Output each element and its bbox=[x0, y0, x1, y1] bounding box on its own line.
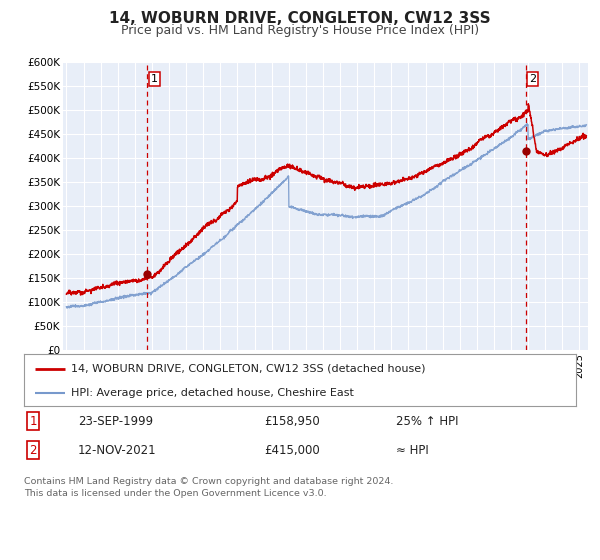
Text: £158,950: £158,950 bbox=[264, 414, 320, 428]
Text: 1: 1 bbox=[151, 73, 158, 83]
Text: Contains HM Land Registry data © Crown copyright and database right 2024.: Contains HM Land Registry data © Crown c… bbox=[24, 477, 394, 486]
Text: 12-NOV-2021: 12-NOV-2021 bbox=[78, 444, 157, 457]
Text: 1: 1 bbox=[29, 414, 37, 428]
Text: This data is licensed under the Open Government Licence v3.0.: This data is licensed under the Open Gov… bbox=[24, 489, 326, 498]
Text: 2: 2 bbox=[529, 73, 536, 83]
Text: 23-SEP-1999: 23-SEP-1999 bbox=[78, 414, 153, 428]
Text: 2: 2 bbox=[29, 444, 37, 457]
Text: 25% ↑ HPI: 25% ↑ HPI bbox=[396, 414, 458, 428]
Text: HPI: Average price, detached house, Cheshire East: HPI: Average price, detached house, Ches… bbox=[71, 388, 354, 398]
Text: £415,000: £415,000 bbox=[264, 444, 320, 457]
Text: 14, WOBURN DRIVE, CONGLETON, CW12 3SS (detached house): 14, WOBURN DRIVE, CONGLETON, CW12 3SS (d… bbox=[71, 364, 425, 374]
Text: ≈ HPI: ≈ HPI bbox=[396, 444, 429, 457]
Text: Price paid vs. HM Land Registry's House Price Index (HPI): Price paid vs. HM Land Registry's House … bbox=[121, 24, 479, 36]
Text: 14, WOBURN DRIVE, CONGLETON, CW12 3SS: 14, WOBURN DRIVE, CONGLETON, CW12 3SS bbox=[109, 11, 491, 26]
